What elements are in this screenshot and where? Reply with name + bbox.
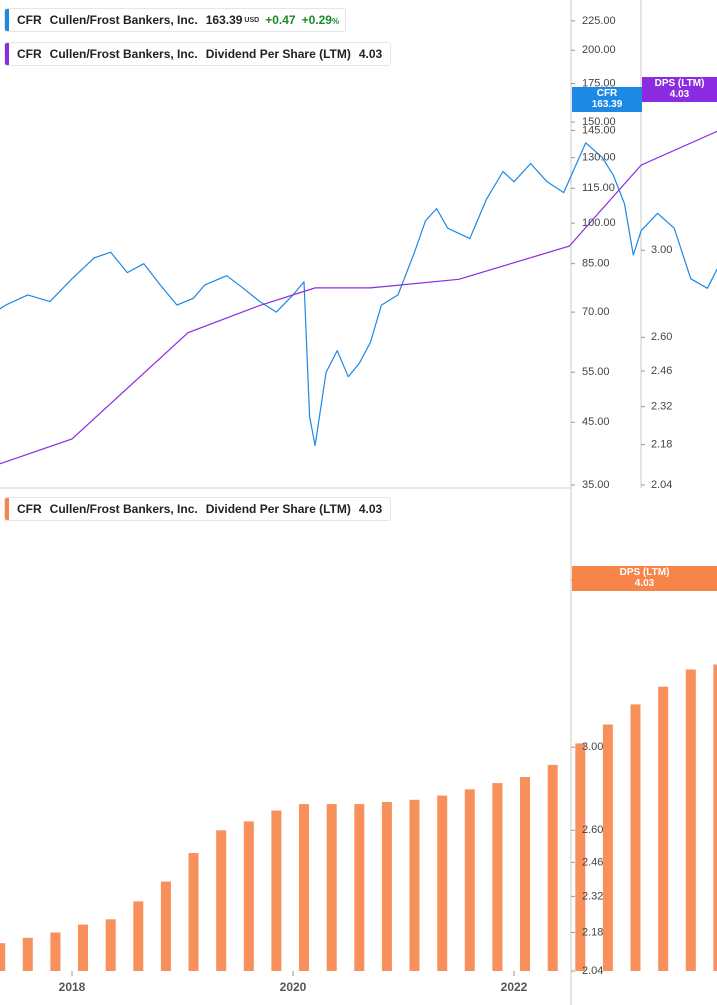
legend-dps-bottom-swatch [5, 498, 9, 520]
price-axis-tick-label: 225.00 [582, 15, 616, 27]
price-axis-tick-label: 150.00 [582, 116, 616, 128]
price-axis-tick-label: 70.00 [582, 306, 610, 318]
price-axis-tick-label: 115.00 [582, 182, 615, 194]
dps-bottom-axis-tag-value: 4.03 [634, 578, 655, 589]
dps-bar [22, 937, 33, 971]
price-axis-tick-label: 145.00 [582, 124, 616, 136]
price-series-line [0, 142, 717, 447]
dps-bar [78, 924, 88, 971]
dps-axis-tick-label: 2.32 [651, 401, 672, 413]
dps-bar [409, 799, 420, 971]
dps-bottom-axis-tick-label: 2.60 [582, 824, 603, 836]
dps-axis-tick-label: 2.46 [651, 365, 672, 377]
price-axis-tick-label: 100.00 [582, 217, 616, 229]
x-axis-tick-label: 2020 [280, 980, 307, 994]
dps-axis-tick-label: 2.04 [651, 479, 672, 491]
legend-dps-top-symbol: CFR [17, 47, 42, 61]
dps-bar [630, 704, 641, 971]
price-axis-tick-label: 200.00 [582, 44, 616, 56]
dps-bar [243, 821, 254, 971]
dps-bar [160, 881, 171, 971]
dps-bottom-axis-tick-label: 2.32 [582, 890, 603, 902]
legend-dps-bottom-name: Cullen/Frost Bankers, Inc. [49, 502, 198, 516]
dps-bar [685, 669, 696, 971]
dps-bottom-axis-tick-label: 2.04 [582, 965, 603, 977]
price-axis-tag-symbol: CFR [596, 88, 618, 99]
dps-series-line [0, 130, 717, 465]
dps-bar [602, 724, 613, 971]
legend-dps-bottom-value: 4.03 [358, 502, 383, 516]
dps-bar [547, 764, 558, 971]
dps-bar [381, 802, 392, 971]
price-axis-tag: CFR 163.39 [572, 87, 642, 112]
dps-top-axis-tag: DPS (LTM) 4.03 [642, 77, 717, 102]
x-axis-tick-label: 2022 [501, 980, 528, 994]
legend-price-change-pct-sign: % [331, 17, 340, 26]
dps-bar [216, 830, 227, 971]
price-axis-tick-label: 45.00 [582, 416, 610, 428]
dps-bar [492, 783, 503, 971]
dps-bottom-axis-tick-label: 3.00 [582, 741, 603, 753]
dps-bottom-axis-tag-label: DPS (LTM) [619, 567, 670, 578]
dps-bar [437, 795, 448, 971]
dps-bar [0, 943, 6, 971]
dps-bar [50, 932, 61, 971]
legend-price-change-pct: +0.29% [302, 13, 340, 27]
price-axis-tick-label: 175.00 [582, 77, 616, 89]
legend-dps-top[interactable]: CFR Cullen/Frost Bankers, Inc. Dividend … [4, 42, 392, 66]
legend-price-value: 163.39 [205, 13, 243, 27]
legend-dps-bottom[interactable]: CFR Cullen/Frost Bankers, Inc. Dividend … [4, 497, 392, 521]
dps-bar [713, 664, 717, 971]
dps-bottom-axis-tick-label: 2.18 [582, 926, 603, 938]
price-axis-tag-value: 163.39 [591, 99, 623, 110]
legend-price-symbol: CFR [17, 13, 42, 27]
dps-bar [299, 804, 309, 971]
dps-bar [133, 901, 144, 971]
dps-bottom-axis-tag: DPS (LTM) 4.03 [572, 566, 717, 591]
legend-price-name: Cullen/Frost Bankers, Inc. [49, 13, 198, 27]
dps-bar [271, 810, 282, 971]
legend-dps-top-metric: Dividend Per Share (LTM) [205, 47, 351, 61]
dps-bar [575, 743, 586, 971]
price-axis-tick-label: 55.00 [582, 366, 610, 378]
legend-dps-top-value: 4.03 [358, 47, 383, 61]
ticks-layer: 35.00 45.00 55.00 70.00 85.00 100.00 115.00 130… [59, 15, 673, 994]
price-axis-tick-label: 35.00 [582, 479, 610, 491]
legend-price-change-pct-value: +0.29 [301, 13, 332, 27]
legend-dps-bottom-metric: Dividend Per Share (LTM) [205, 502, 351, 516]
legend-dps-top-swatch [5, 43, 9, 65]
dps-axis-tick-label: 2.18 [651, 438, 672, 450]
dps-top-axis-tag-label: DPS (LTM) [654, 78, 705, 89]
plot-layer [0, 130, 717, 971]
dps-bar [464, 789, 475, 971]
dps-bar [188, 853, 199, 971]
legend-price-currency: USD [244, 16, 260, 24]
legend-dps-bottom-symbol: CFR [17, 502, 42, 516]
dps-bar [354, 804, 365, 971]
x-axis-tick-label: 2018 [59, 980, 86, 994]
dps-top-axis-tag-value: 4.03 [669, 89, 690, 100]
dps-axis-tick-label: 3.00 [651, 244, 672, 256]
dps-bottom-axis-tick-label: 2.46 [582, 856, 603, 868]
dps-bar [520, 777, 530, 971]
legend-price-swatch [5, 9, 9, 31]
legend-price[interactable]: CFR Cullen/Frost Bankers, Inc. 163.39 US… [4, 8, 347, 32]
price-axis-tick-label: 85.00 [582, 258, 610, 270]
dps-bar [326, 804, 337, 971]
dps-axis-tick-label: 2.60 [651, 331, 672, 343]
price-axis-tick-label: 130.00 [582, 152, 616, 164]
dps-bar [658, 686, 669, 971]
legend-dps-top-name: Cullen/Frost Bankers, Inc. [49, 47, 198, 61]
legend-price-change: +0.47 [265, 13, 296, 27]
dps-bar [105, 919, 116, 971]
